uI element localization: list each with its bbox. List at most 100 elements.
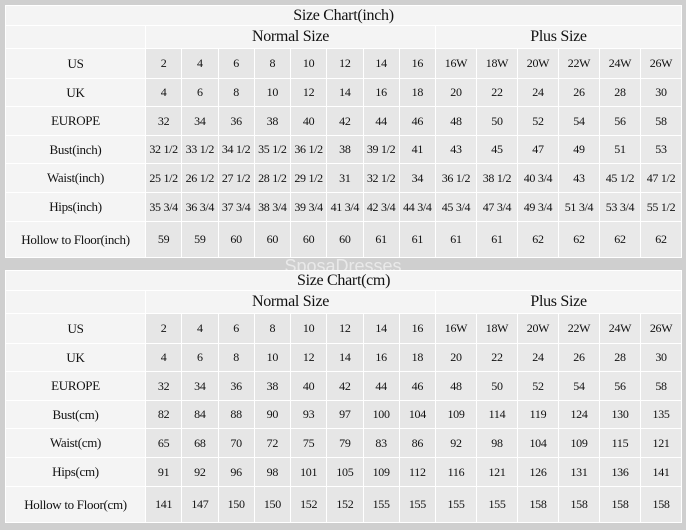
table-cell: 152 <box>326 486 364 523</box>
table-cell: 34 <box>181 106 219 136</box>
table-row: UK 4 6 8 10 12 14 16 18 20 22 24 26 28 30 <box>5 343 683 372</box>
table-row: US 2 4 6 8 10 12 14 16 16W 18W 20W 22W 24W 26W <box>5 313 683 344</box>
table-cell: 20W <box>517 48 559 79</box>
table-cell: 16 <box>362 343 400 372</box>
table-cell: 82 <box>144 400 183 429</box>
table-cell: 42 <box>326 371 364 401</box>
table-cell: 105 <box>326 457 364 487</box>
row-label: Hollow to Floor(cm) <box>5 486 146 523</box>
table-cell: 36 <box>217 106 255 136</box>
table-cell: 4 <box>181 313 219 344</box>
size-chart-inch: Size Chart(inch) Normal Size Plus Size US 2 4… <box>4 5 683 258</box>
table-cell: 116 <box>435 457 477 487</box>
table-cell: 119 <box>517 400 559 429</box>
table-cell: 56 <box>599 371 641 401</box>
table-cell: 115 <box>599 428 641 458</box>
table-cell: 75 <box>289 428 328 458</box>
table-cell: 29 1/2 <box>289 163 328 193</box>
table-cell: 84 <box>181 400 219 429</box>
table-cell: 8 <box>253 48 292 79</box>
table-cell: 44 3/4 <box>398 192 437 222</box>
table-cell: 158 <box>599 486 641 523</box>
table-cell: 41 3/4 <box>326 192 364 222</box>
table-cell: 41 <box>398 135 437 164</box>
table-cell: 53 3/4 <box>599 192 641 222</box>
group-normal-size: Normal Size <box>145 25 436 49</box>
table-cell: 70 <box>217 428 255 458</box>
table-cell: 112 <box>398 457 437 487</box>
table-cell: 58 <box>639 371 683 401</box>
table-cell: 24W <box>599 313 641 344</box>
table-row: Bust(cm) 82 84 88 90 93 97 100 104 109 114 119 124 13… <box>5 400 683 429</box>
table-cell: 100 <box>362 400 400 429</box>
table-cell: 36 1/2 <box>289 135 328 164</box>
row-label: UK <box>5 343 146 372</box>
table-cell: 20 <box>435 78 477 107</box>
table-cell: 12 <box>326 48 364 79</box>
row-label: Bust(cm) <box>5 400 146 429</box>
table-cell: 147 <box>181 486 219 523</box>
table-cell: 98 <box>476 428 518 458</box>
table-cell: 49 <box>558 135 600 164</box>
table-cell: 61 <box>435 221 477 258</box>
table-row: Waist(inch) 25 1/2 26 1/2 27 1/2 28 1/2 29 1/… <box>5 163 683 193</box>
table-cell: 18W <box>476 313 518 344</box>
table-cell: 150 <box>217 486 255 523</box>
table-cell: 20 <box>435 343 477 372</box>
row-label: Hollow to Floor(inch) <box>5 221 146 258</box>
table-cell: 16 <box>398 313 437 344</box>
table-cell: 47 <box>517 135 559 164</box>
table-cell: 58 <box>639 106 683 136</box>
table-cell: 6 <box>217 48 255 79</box>
table-cell: 32 1/2 <box>144 135 183 164</box>
table-cell: 104 <box>398 400 437 429</box>
table-cell: 16 <box>362 78 400 107</box>
table-row: Hollow to Floor(inch) 59 59 60 60 60 60 61 61 61 6… <box>5 221 683 258</box>
table-cell: 4 <box>144 343 183 372</box>
table-cell: 109 <box>558 428 600 458</box>
table-cell: 141 <box>639 457 683 487</box>
table-cell: 109 <box>362 457 400 487</box>
table-cell: 52 <box>517 106 559 136</box>
table-cell: 155 <box>435 486 477 523</box>
table-cell: 22W <box>558 48 600 79</box>
table-row: Hollow to Floor(cm) 141 147 150 150 152 152 155… <box>5 486 683 523</box>
table-cell: 131 <box>558 457 600 487</box>
table-cell: 34 <box>181 371 219 401</box>
table-cell: 40 3/4 <box>517 163 559 193</box>
table-cell: 88 <box>217 400 255 429</box>
table-cell: 26 <box>558 343 600 372</box>
table-cell: 10 <box>253 343 292 372</box>
table-cell: 28 <box>599 78 641 107</box>
row-label: EUROPE <box>5 371 146 401</box>
header-blank-cell <box>5 290 146 314</box>
table-cell: 30 <box>639 343 683 372</box>
group-header-row: Normal Size Plus Size <box>5 290 683 314</box>
table-cell: 93 <box>289 400 328 429</box>
table-cell: 34 1/2 <box>217 135 255 164</box>
table-cell: 158 <box>639 486 683 523</box>
table-cell: 59 <box>181 221 219 258</box>
table-cell: 12 <box>289 343 328 372</box>
table-cell: 79 <box>326 428 364 458</box>
table-cell: 8 <box>217 78 255 107</box>
table-cell: 136 <box>599 457 641 487</box>
table-cell: 135 <box>639 400 683 429</box>
table-cell: 96 <box>217 457 255 487</box>
table-cell: 12 <box>289 78 328 107</box>
table-cell: 6 <box>181 343 219 372</box>
table-cell: 28 1/2 <box>253 163 292 193</box>
table-cell: 83 <box>362 428 400 458</box>
table-cell: 62 <box>599 221 641 258</box>
group-plus-size: Plus Size <box>434 290 683 314</box>
table-cell: 155 <box>476 486 518 523</box>
table-cell: 36 <box>217 371 255 401</box>
table-cell: 68 <box>181 428 219 458</box>
table-cell: 61 <box>362 221 400 258</box>
table-cell: 14 <box>362 313 400 344</box>
table-cell: 109 <box>435 400 477 429</box>
row-label: Waist(inch) <box>5 163 146 193</box>
table-cell: 152 <box>289 486 328 523</box>
table-cell: 126 <box>517 457 559 487</box>
table-cell: 24 <box>517 343 559 372</box>
